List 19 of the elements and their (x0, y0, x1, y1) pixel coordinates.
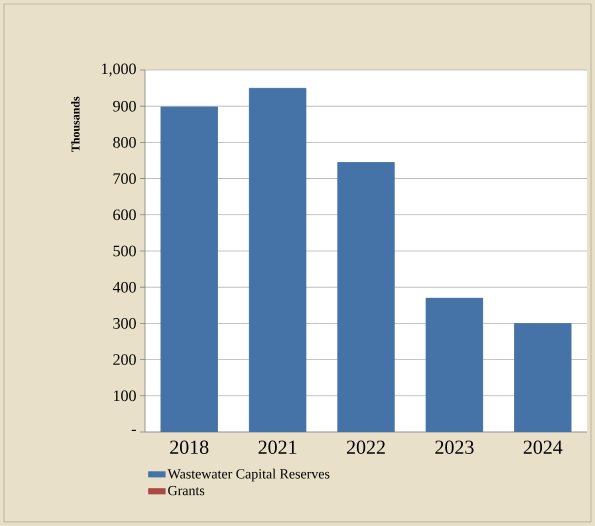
x-tick-label: 2022 (346, 440, 385, 454)
y-axis-title: Thousands (71, 96, 80, 152)
x-tick-label: 2018 (170, 440, 208, 454)
x-tick-label: 2021 (258, 440, 296, 454)
legend-label: Grants (168, 486, 204, 496)
y-tick-label: 700 (114, 173, 136, 184)
legend-label: Wastewater Capital Reserves (168, 468, 330, 482)
y-tick-label: 900 (113, 100, 136, 112)
y-tick-label: 300 (113, 318, 136, 329)
y-tick-label: 800 (113, 137, 136, 148)
y-tick-label: 200 (113, 354, 136, 365)
y-tick-label: 1,000 (102, 63, 136, 77)
x-tick-label: 2024 (524, 440, 562, 454)
y-tick-label: - (132, 430, 136, 432)
x-tick-label: 2023 (435, 440, 474, 454)
y-tick-label: 600 (113, 209, 136, 220)
y-tick-label: 400 (112, 282, 136, 293)
y-tick-label: 100 (114, 390, 136, 402)
y-tick-label: 500 (114, 246, 136, 256)
